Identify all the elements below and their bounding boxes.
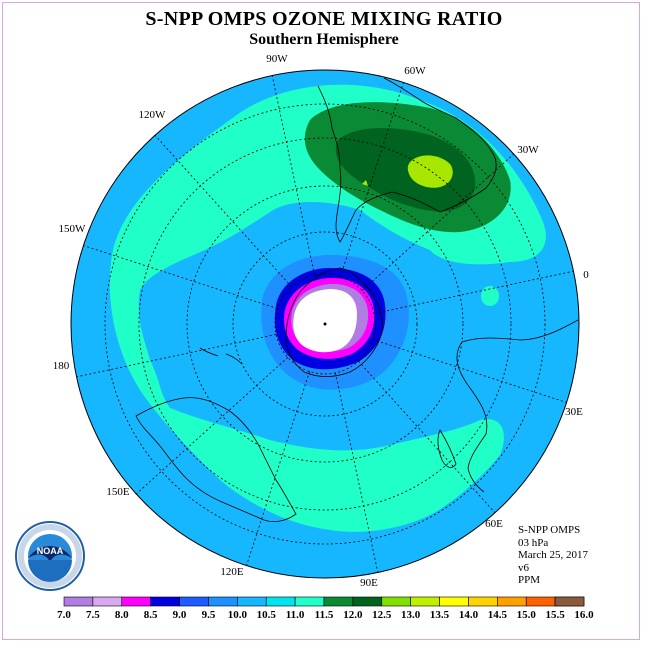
coast-africa bbox=[456, 319, 579, 493]
latitude-circle-60s bbox=[274, 273, 376, 375]
colorbar-label: 7.0 bbox=[57, 609, 71, 621]
info-units: PPM bbox=[518, 574, 541, 587]
colorbar-label: 8.0 bbox=[115, 609, 129, 621]
coast-antarctica bbox=[285, 267, 383, 377]
colorbar-label: 7.5 bbox=[86, 609, 100, 621]
logo-ring-band bbox=[18, 524, 82, 588]
colorbar-label: 15.5 bbox=[545, 609, 565, 621]
longitude-label: 150E bbox=[106, 486, 130, 498]
colorbar-swatch bbox=[323, 596, 354, 607]
longitude-labels: 90W 60W 30W 0 30E 60E 90E 120E 150E 180 150W 120W bbox=[53, 53, 590, 589]
colorbar-label: 11.0 bbox=[286, 609, 305, 621]
map-title: S-NPP OMPS OZONE MIXING RATIO bbox=[145, 8, 503, 30]
latitude-circle-30s bbox=[138, 137, 512, 511]
colorbar: 7.0 7.5 8.0 8.5 9.0 9.5 10.0 10.5 11.0 11.5 12.0 12… bbox=[57, 596, 594, 621]
colorbar-label: 12.0 bbox=[343, 609, 363, 621]
colorbar-label: 15.0 bbox=[517, 609, 537, 621]
ozone-patch bbox=[481, 286, 499, 306]
info-version: v6 bbox=[518, 561, 529, 574]
longitude-label: 60W bbox=[404, 65, 426, 77]
colorbar-swatch bbox=[468, 596, 498, 607]
colorbar-label: 13.0 bbox=[401, 609, 421, 621]
longitude-label: 120E bbox=[220, 566, 244, 578]
coast-south-america bbox=[317, 77, 497, 243]
colorbar-swatch bbox=[410, 596, 440, 607]
colorbar-swatch bbox=[150, 596, 180, 607]
colorbar-label: 10.5 bbox=[257, 609, 277, 621]
colorbar-label: 12.5 bbox=[372, 609, 392, 621]
longitude-label: 90W bbox=[266, 53, 288, 65]
latitude-circle-20s bbox=[104, 103, 546, 545]
colorbar-label: 11.5 bbox=[315, 609, 334, 621]
colorbar-label: 9.0 bbox=[173, 609, 187, 621]
noaa-logo: NOAA bbox=[15, 521, 85, 591]
logo-bird bbox=[28, 546, 72, 562]
coastlines bbox=[135, 77, 579, 522]
info-instrument: S-NPP OMPS bbox=[518, 524, 581, 536]
info-date: March 25, 2017 bbox=[518, 549, 588, 562]
polar-night bbox=[293, 289, 357, 353]
logo-lower-sea bbox=[28, 560, 72, 582]
colorbar-swatch bbox=[525, 596, 556, 607]
longitude-label: 30W bbox=[517, 144, 539, 156]
info-level: 03 hPa bbox=[518, 536, 549, 549]
longitude-label: 0 bbox=[583, 269, 589, 281]
ozone-high-12-5 bbox=[407, 155, 453, 188]
colorbar-swatch bbox=[381, 596, 411, 607]
longitude-label: 60E bbox=[485, 518, 503, 530]
longitude-label: 180 bbox=[53, 360, 70, 372]
colorbar-label: 14.0 bbox=[459, 609, 479, 621]
colorbar-swatch bbox=[92, 596, 123, 607]
colorbar-label: 14.5 bbox=[488, 609, 508, 621]
coast-australia bbox=[135, 397, 297, 522]
colorbar-swatch bbox=[439, 596, 469, 607]
colorbar-swatch bbox=[352, 596, 383, 607]
colorbar-swatch bbox=[63, 596, 94, 607]
colorbar-swatch-max bbox=[554, 596, 585, 607]
colorbar-swatch bbox=[294, 596, 325, 607]
graticule bbox=[76, 75, 574, 573]
map-subtitle: Southern Hemisphere bbox=[249, 31, 399, 48]
colorbar-swatch bbox=[237, 596, 267, 607]
colorbar-swatch bbox=[497, 596, 527, 607]
coast-new-zealand bbox=[199, 347, 243, 365]
colorbar-label: 9.5 bbox=[202, 609, 216, 621]
ozone-high-12 bbox=[335, 128, 476, 212]
colorbar-label: 16.0 bbox=[574, 609, 594, 621]
colorbar-swatch bbox=[179, 596, 209, 607]
longitude-label: 120W bbox=[139, 109, 167, 121]
colorbar-swatch bbox=[265, 596, 296, 607]
colorbar-swatch bbox=[208, 596, 238, 607]
longitude-label: 90E bbox=[360, 577, 378, 589]
map-border bbox=[70, 69, 580, 579]
colorbar-label: 10.0 bbox=[228, 609, 248, 621]
colorbar-label: 13.5 bbox=[430, 609, 450, 621]
logo-text: NOAA bbox=[37, 546, 64, 556]
coast-madagascar bbox=[437, 429, 457, 468]
longitude-label: 30E bbox=[565, 406, 583, 418]
colorbar-label: 8.5 bbox=[144, 609, 158, 621]
figure-frame bbox=[2, 2, 640, 640]
latitude-circle-40s bbox=[186, 185, 464, 463]
latitude-circle-50s bbox=[232, 231, 418, 417]
colorbar-swatch bbox=[121, 596, 151, 607]
longitude-label: 150W bbox=[59, 223, 87, 235]
ozone-high-12-5-small bbox=[362, 180, 368, 186]
info-panel: S-NPP OMPS 03 hPa March 25, 2017 v6 PPM bbox=[518, 524, 588, 587]
pole-dot bbox=[323, 322, 327, 326]
